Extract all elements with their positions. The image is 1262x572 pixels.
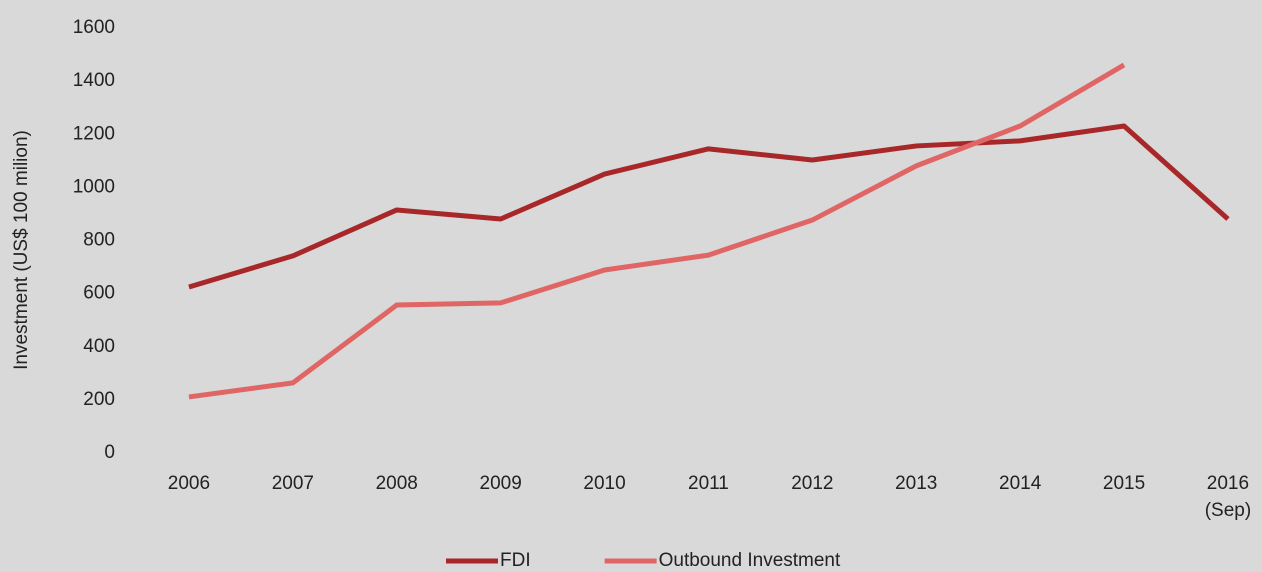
x-tick-label: 2011 xyxy=(688,473,729,494)
y-tick-label: 1200 xyxy=(73,123,115,144)
y-tick-label: 800 xyxy=(83,230,115,251)
legend-label: Outbound Investment xyxy=(659,550,841,571)
legend-label: FDI xyxy=(500,550,531,571)
y-axis-label: Investment (US$ 100 milion) xyxy=(11,130,32,370)
x-tick-label: 2010 xyxy=(583,473,625,494)
x-tick-label: 2009 xyxy=(480,473,522,494)
x-tick-label: 2016 (Sep) xyxy=(1205,473,1251,521)
y-tick-label: 1400 xyxy=(73,70,115,91)
y-tick-label: 1000 xyxy=(73,176,115,197)
x-tick-label: 2014 xyxy=(999,473,1042,494)
y-tick-label: 200 xyxy=(83,389,115,410)
series-line xyxy=(188,62,1126,400)
x-tick-label: 2006 xyxy=(168,473,210,494)
x-tick-label: 2013 xyxy=(895,473,937,494)
y-tick-label: 400 xyxy=(83,336,115,357)
series-line xyxy=(188,123,1230,290)
x-tick-label: 2012 xyxy=(791,473,833,494)
x-tick-label: 2008 xyxy=(376,473,418,494)
x-tick-label: 2015 xyxy=(1103,473,1145,494)
y-tick-label: 1600 xyxy=(73,17,115,38)
y-tick-label: 600 xyxy=(83,283,115,304)
y-tick-label: 0 xyxy=(104,442,115,463)
x-tick-label: 2007 xyxy=(272,473,314,494)
